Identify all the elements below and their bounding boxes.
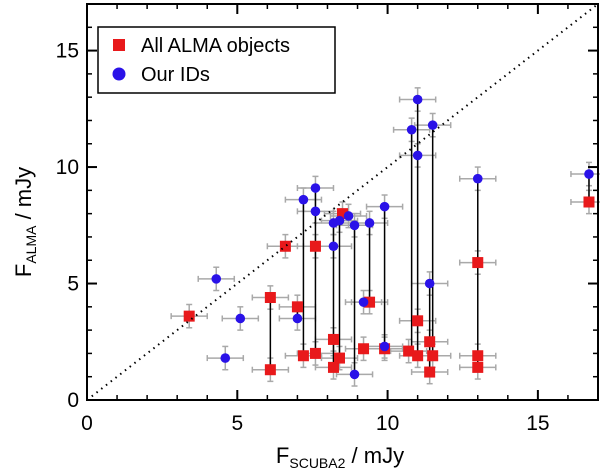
all-alma-point — [364, 296, 376, 308]
tick-layer: 0 5 10 15 0 5 10 15 — [56, 3, 599, 435]
all-alma-point — [472, 350, 484, 362]
x-tick-label: 15 — [526, 412, 549, 435]
our-id-point — [584, 169, 594, 179]
y-tick-label: 10 — [56, 156, 79, 179]
errorbar-layer — [170, 87, 600, 387]
all-alma-point — [327, 361, 339, 373]
all-alma-point — [424, 366, 436, 378]
our-id-point — [379, 341, 390, 352]
our-id-point — [379, 201, 390, 212]
our-id-point — [211, 274, 222, 284]
all-alma-point — [358, 343, 370, 355]
all-alma-point — [327, 333, 339, 345]
y-tick-label: 5 — [67, 273, 79, 296]
x-tick-label: 10 — [376, 412, 399, 435]
x-axis-label: FSCUBA2 / mJy — [276, 443, 404, 470]
our-id-point — [427, 120, 438, 130]
our-id-point — [358, 297, 369, 307]
our-id-point — [328, 241, 339, 252]
all-alma-point — [337, 208, 348, 220]
our-id-point — [424, 278, 435, 289]
legend-label-our-ids: Our IDs — [141, 64, 210, 86]
x-tick-label: 5 — [231, 412, 243, 435]
connector-layer — [269, 99, 590, 375]
all-alma-point — [412, 350, 424, 362]
all-alma-point — [183, 310, 195, 322]
all-alma-point — [472, 361, 484, 373]
our-id-point — [412, 94, 423, 105]
plot-frame — [86, 3, 599, 401]
all-alma-point — [279, 240, 291, 252]
all-alma-point — [583, 196, 595, 208]
our-id-point — [349, 369, 360, 380]
marker-layer — [183, 94, 595, 380]
y-axis-label: FALMA / mJy — [11, 167, 39, 277]
our-id-point — [298, 194, 309, 205]
our-id-point — [310, 183, 321, 193]
our-id-point — [310, 206, 321, 217]
our-id-point — [220, 353, 231, 363]
all-alma-point — [309, 240, 321, 252]
our-id-point — [334, 215, 345, 226]
all-alma-point — [264, 292, 276, 304]
our-id-point — [292, 313, 303, 324]
all-alma-point — [264, 364, 276, 376]
our-id-point — [364, 218, 375, 228]
legend-marker-all-alma — [113, 39, 125, 51]
our-id-point — [235, 313, 246, 324]
all-alma-point — [297, 350, 309, 362]
our-id-point — [406, 124, 417, 135]
all-alma-point — [291, 301, 303, 313]
all-alma-point — [403, 345, 415, 357]
legend: All ALMA objects Our IDs — [97, 26, 336, 94]
all-alma-point — [309, 347, 321, 359]
all-alma-point — [424, 336, 436, 348]
our-id-point — [472, 173, 483, 184]
legend-label-all-alma: All ALMA objects — [141, 35, 290, 57]
all-alma-point — [412, 315, 424, 327]
all-alma-point — [472, 257, 484, 269]
y-tick-label: 0 — [67, 389, 79, 412]
all-alma-point — [333, 352, 345, 364]
x-tick-label: 0 — [81, 412, 93, 435]
our-id-point — [412, 150, 423, 161]
all-alma-point — [427, 350, 439, 362]
our-id-point — [349, 220, 360, 231]
y-tick-label: 15 — [56, 40, 79, 63]
our-id-point — [343, 211, 354, 221]
legend-box — [97, 26, 336, 94]
legend-marker-our-ids — [112, 67, 126, 81]
